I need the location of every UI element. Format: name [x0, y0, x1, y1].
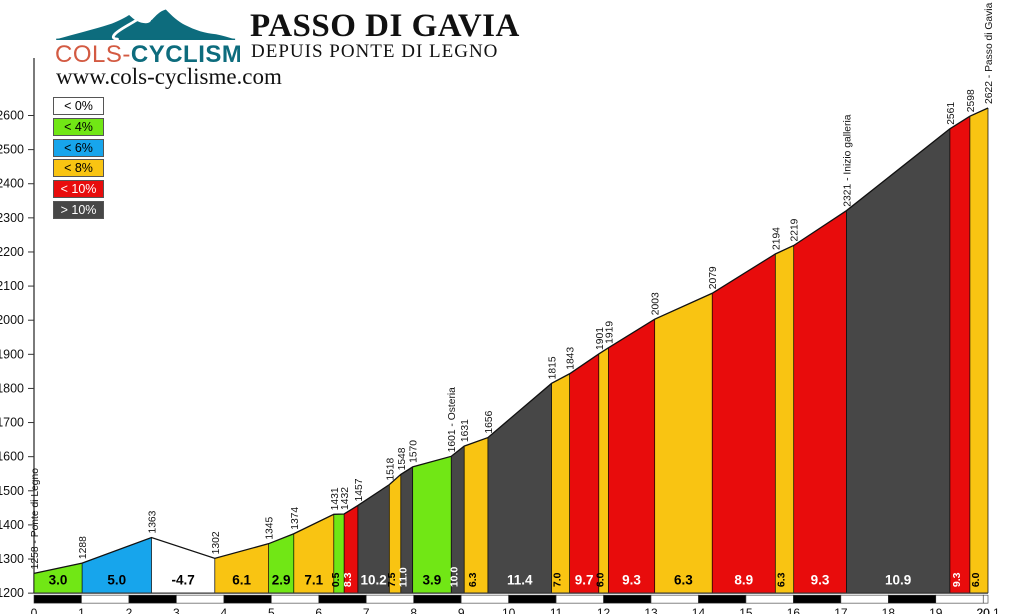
svg-text:2200: 2200: [0, 245, 24, 259]
svg-text:2321 - Inizio galleria: 2321 - Inizio galleria: [842, 114, 853, 206]
svg-text:4: 4: [221, 606, 228, 614]
svg-text:7.5: 7.5: [386, 572, 398, 587]
svg-text:2400: 2400: [0, 177, 24, 191]
svg-text:3: 3: [173, 606, 180, 614]
svg-text:7.0: 7.0: [552, 572, 564, 587]
svg-text:7: 7: [363, 606, 370, 614]
svg-text:1363: 1363: [148, 510, 159, 533]
svg-text:6: 6: [315, 606, 322, 614]
svg-text:-4.7: -4.7: [172, 573, 195, 588]
svg-text:2598: 2598: [966, 89, 977, 112]
svg-text:1843: 1843: [566, 347, 577, 370]
svg-text:9.3: 9.3: [811, 573, 830, 588]
svg-text:1300: 1300: [0, 552, 24, 566]
svg-text:19: 19: [929, 606, 943, 614]
svg-text:9.3: 9.3: [951, 572, 963, 587]
svg-text:1345: 1345: [265, 516, 276, 539]
svg-text:1518: 1518: [385, 457, 396, 480]
svg-text:5.0: 5.0: [107, 573, 126, 588]
svg-text:2003: 2003: [651, 292, 662, 315]
svg-text:1900: 1900: [0, 347, 24, 361]
svg-text:6.3: 6.3: [674, 573, 693, 588]
svg-text:10.2: 10.2: [360, 573, 386, 588]
svg-text:1631: 1631: [460, 419, 471, 442]
svg-text:15: 15: [739, 606, 753, 614]
svg-text:1400: 1400: [0, 518, 24, 532]
svg-text:12: 12: [597, 606, 611, 614]
svg-text:6.3: 6.3: [467, 572, 479, 587]
svg-text:2219: 2219: [790, 218, 801, 241]
svg-text:11: 11: [550, 606, 563, 614]
svg-text:1800: 1800: [0, 381, 24, 395]
svg-text:1656: 1656: [484, 410, 495, 433]
svg-text:2.9: 2.9: [272, 573, 291, 588]
svg-text:1600: 1600: [0, 450, 24, 464]
svg-text:2500: 2500: [0, 143, 24, 157]
svg-text:9: 9: [458, 606, 465, 614]
svg-text:1: 1: [78, 606, 85, 614]
svg-text:2000: 2000: [0, 313, 24, 327]
svg-text:6.0: 6.0: [595, 572, 607, 587]
svg-text:1919: 1919: [604, 321, 615, 344]
svg-text:2561: 2561: [946, 102, 957, 125]
svg-text:9.7: 9.7: [575, 573, 594, 588]
svg-text:10.0: 10.0: [449, 567, 461, 588]
svg-text:2079: 2079: [708, 266, 719, 289]
svg-text:6.0: 6.0: [970, 572, 982, 587]
svg-text:2: 2: [126, 606, 133, 614]
svg-text:0: 0: [31, 606, 38, 614]
svg-text:8.9: 8.9: [734, 573, 753, 588]
svg-text:2300: 2300: [0, 211, 24, 225]
svg-text:20.1: 20.1: [976, 606, 1000, 614]
svg-text:1200: 1200: [0, 586, 24, 600]
svg-text:1432: 1432: [340, 487, 351, 510]
svg-text:8: 8: [410, 606, 417, 614]
svg-text:10: 10: [502, 606, 516, 614]
svg-text:1700: 1700: [0, 416, 24, 430]
svg-text:11.0: 11.0: [398, 567, 410, 587]
svg-text:1500: 1500: [0, 484, 24, 498]
svg-text:1302: 1302: [211, 531, 222, 554]
svg-text:18: 18: [882, 606, 896, 614]
svg-text:1548: 1548: [397, 447, 408, 470]
svg-text:3.0: 3.0: [49, 573, 68, 588]
svg-text:9.3: 9.3: [622, 573, 641, 588]
svg-text:2600: 2600: [0, 109, 24, 123]
svg-text:13: 13: [644, 606, 658, 614]
svg-text:16: 16: [787, 606, 801, 614]
svg-text:2194: 2194: [771, 227, 782, 250]
svg-text:0.5: 0.5: [330, 572, 342, 587]
svg-text:3.9: 3.9: [423, 573, 442, 588]
svg-text:11.4: 11.4: [507, 573, 533, 588]
svg-text:7.1: 7.1: [304, 573, 323, 588]
svg-text:1457: 1457: [354, 478, 365, 501]
svg-text:8.3: 8.3: [342, 572, 354, 587]
svg-text:1288: 1288: [78, 536, 89, 559]
svg-text:2622 - Passo di Gavia: 2622 - Passo di Gavia: [984, 2, 995, 104]
svg-text:17: 17: [834, 606, 848, 614]
svg-text:1570: 1570: [409, 440, 420, 463]
svg-text:1258 - Ponte di Legno: 1258 - Ponte di Legno: [30, 468, 41, 570]
svg-text:6.1: 6.1: [232, 573, 251, 588]
svg-text:2100: 2100: [0, 279, 24, 293]
svg-text:1815: 1815: [548, 356, 559, 379]
svg-text:6.3: 6.3: [776, 572, 788, 587]
svg-text:1601 - Osteria: 1601 - Osteria: [447, 387, 458, 453]
svg-text:5: 5: [268, 606, 275, 614]
svg-text:14: 14: [692, 606, 706, 614]
svg-text:10.9: 10.9: [885, 573, 911, 588]
svg-text:1374: 1374: [290, 507, 301, 530]
